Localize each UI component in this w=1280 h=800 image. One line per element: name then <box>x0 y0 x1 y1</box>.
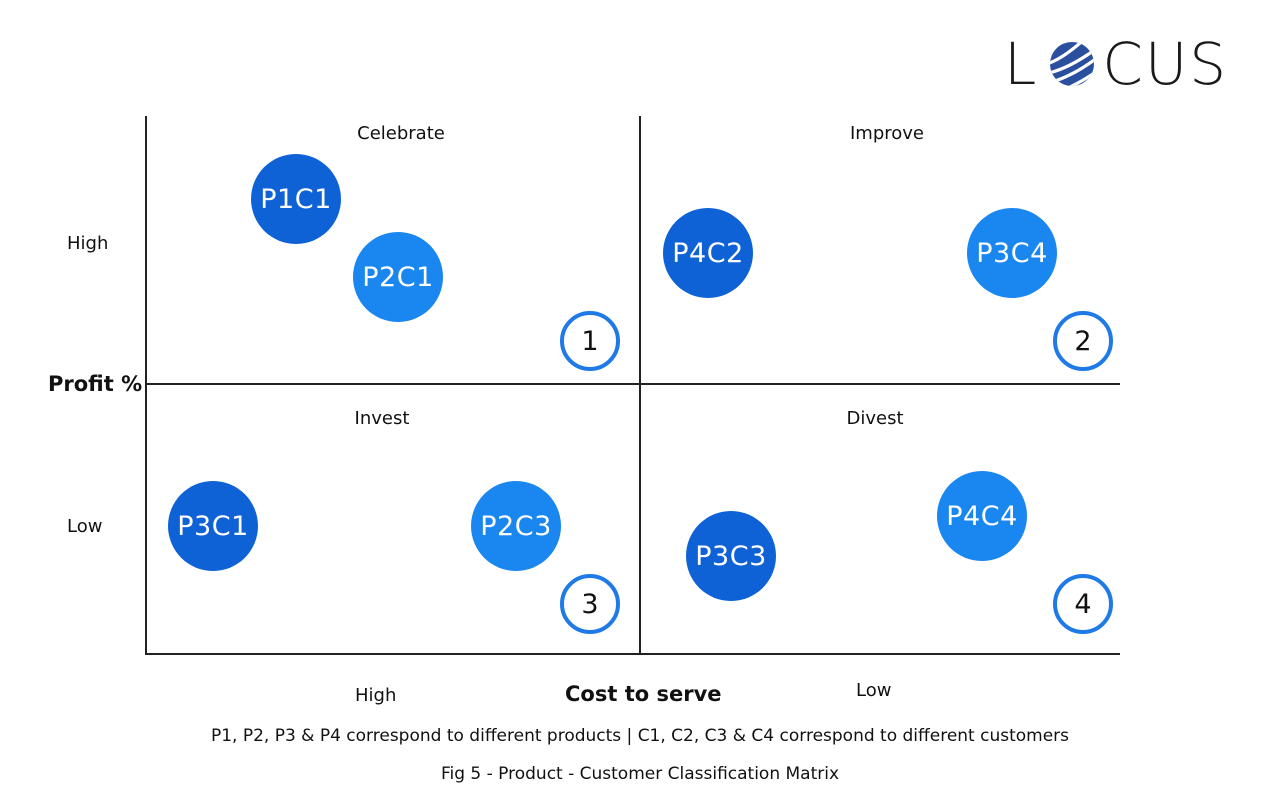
bubble-p4c4: P4C4 <box>937 471 1027 561</box>
quadrant-number-4: 4 <box>1053 574 1113 634</box>
logo-text-right: CUS <box>1102 30 1229 98</box>
x-axis-title: Cost to serve <box>565 682 722 706</box>
bubble-p4c2: P4C2 <box>663 208 753 298</box>
footnote: P1, P2, P3 & P4 correspond to different … <box>210 726 1070 746</box>
y-axis-line <box>145 116 147 654</box>
quadrant-number-2: 2 <box>1053 311 1113 371</box>
quadrant-title-divest: Divest <box>846 408 904 429</box>
bubble-p1c1: P1C1 <box>251 154 341 244</box>
x-axis-line <box>145 653 1120 655</box>
quadrant-number-3: 3 <box>560 574 620 634</box>
bubble-p3c1: P3C1 <box>168 481 258 571</box>
logo-text-left: L <box>1004 30 1039 98</box>
globe-icon <box>1050 42 1095 86</box>
x-high-label: High <box>355 685 397 706</box>
figure-caption: Fig 5 - Product - Customer Classificatio… <box>440 764 840 784</box>
bubble-p3c3: P3C3 <box>686 511 776 601</box>
bubble-p2c1: P2C1 <box>353 232 443 322</box>
x-low-label: Low <box>856 680 892 701</box>
y-axis-title: Profit % <box>48 372 143 396</box>
quadrant-number-1: 1 <box>560 311 620 371</box>
quadrant-title-improve: Improve <box>849 123 925 144</box>
bubble-p3c4: P3C4 <box>967 208 1057 298</box>
bubble-p2c3: P2C3 <box>471 481 561 571</box>
locus-logo: L CUS <box>1004 34 1244 94</box>
y-high-label: High <box>67 233 109 254</box>
vertical-divider <box>639 116 641 654</box>
quadrant-title-invest: Invest <box>354 408 410 429</box>
horizontal-divider <box>145 383 1120 385</box>
y-low-label: Low <box>67 516 103 537</box>
quadrant-title-celebrate: Celebrate <box>357 123 445 144</box>
